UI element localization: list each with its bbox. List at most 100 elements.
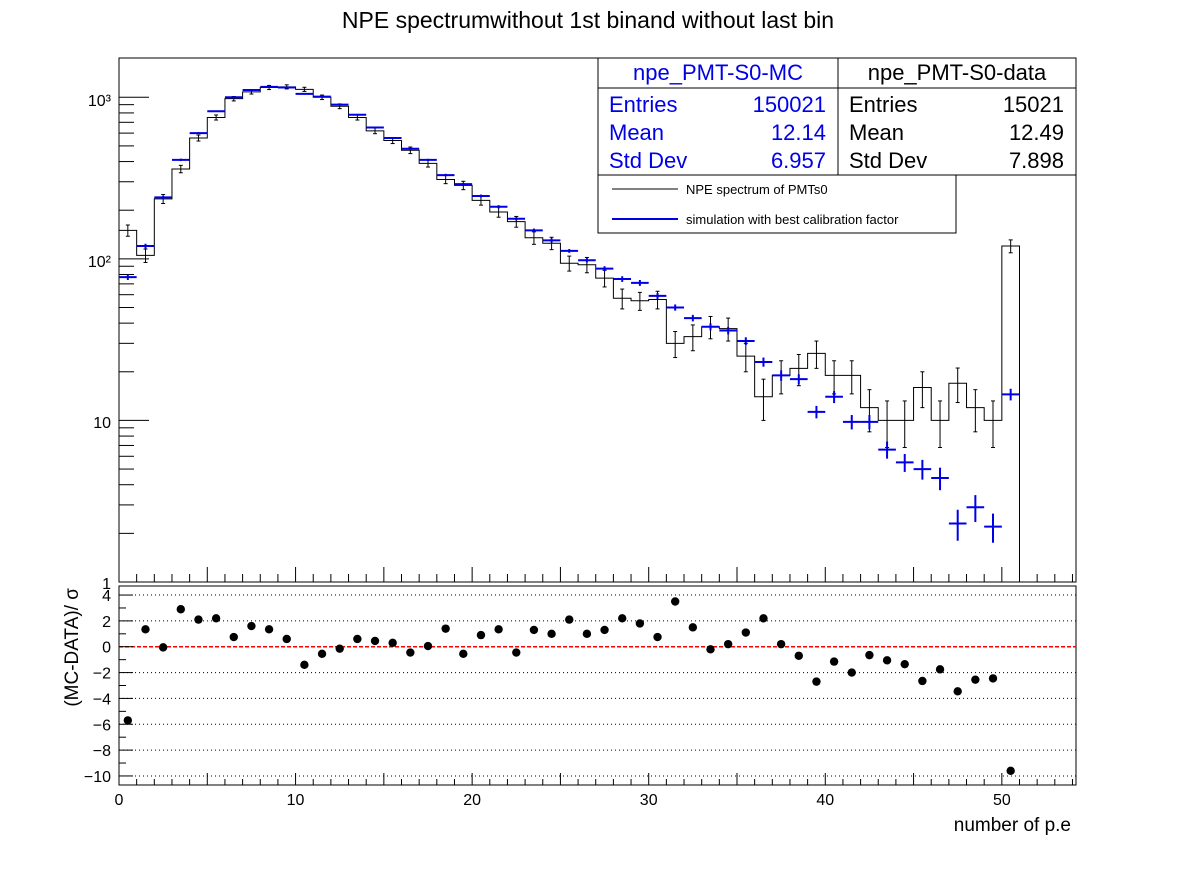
spectrum-y-tick-labels: 1 10 10² 10³ [88, 93, 112, 593]
stats-data-std-value: 7.898 [1009, 148, 1064, 173]
data-bin-errorbar [938, 400, 943, 448]
residual-point [229, 632, 238, 642]
stats-data-name: npe_PMT-S0-data [868, 60, 1047, 85]
residual-point [335, 644, 344, 653]
data-bin-errorbar [178, 164, 183, 174]
residual-point [918, 676, 927, 686]
mc-bin-marker [489, 205, 508, 209]
mc-bin-marker [754, 357, 773, 367]
residual-point [582, 629, 592, 639]
residual-point [988, 674, 998, 683]
y-tick-label-1000: 10³ [88, 93, 112, 110]
mc-bin-marker [825, 391, 843, 404]
y-tick-label-1: 1 [102, 576, 111, 593]
stats-mc-mean-value: 12.14 [771, 120, 826, 145]
mc-bin-marker [631, 279, 649, 286]
data-bin-errorbar [955, 367, 960, 404]
mc-bin-marker [913, 459, 932, 480]
data-bin-errorbar [143, 248, 148, 263]
residual-point [388, 638, 397, 648]
residual-point [476, 630, 486, 640]
mc-bin-marker [648, 292, 667, 299]
stats-mc-std-label: Std Dev [609, 148, 687, 173]
legend-label-mc: simulation with best calibration factor [686, 212, 899, 227]
mc-bin-marker [701, 323, 720, 331]
residual-y-tick-label: 4 [102, 588, 111, 605]
residual-y-tick-label: 0 [102, 640, 111, 657]
mc-bin-marker [895, 453, 914, 472]
residual-point [706, 645, 715, 654]
residual-point [459, 649, 468, 659]
residual-point [353, 634, 362, 644]
data-bin-errorbar [302, 86, 307, 92]
residual-plot-frame [118, 585, 1077, 786]
mc-bin-marker [736, 337, 755, 345]
legend-label-data: NPE spectrum of PMTs0 [686, 182, 828, 197]
mc-bin-marker [542, 238, 561, 243]
mc-bin-marker [666, 304, 685, 311]
mc-bin-marker [136, 243, 155, 249]
x-tick-label: 0 [115, 792, 124, 809]
residual-point [512, 648, 521, 657]
residual-point [653, 632, 662, 642]
residual-gridlines [119, 594, 1076, 777]
stats-box-mc-frame [597, 57, 839, 176]
mc-bin-marker [613, 276, 632, 282]
residual-y-tick-labels: 4 2 0 −2 −4 −6 −8 −10 [84, 588, 111, 786]
mc-bin-marker [860, 415, 879, 430]
stats-box-data-frame [837, 57, 1077, 176]
mc-bin-marker [560, 249, 579, 253]
residual-point [882, 656, 892, 665]
mc-bin-marker [207, 110, 225, 113]
mc-bin-marker [454, 182, 473, 186]
data-bin-errorbar [1008, 239, 1013, 254]
spectrum-pad: 1 10 10² 10³ [88, 57, 1077, 593]
mc-bin-marker [366, 126, 384, 129]
mc-bin-marker [719, 326, 737, 335]
stats-data-mean-label: Mean [849, 120, 904, 145]
mc-bin-marker [684, 314, 702, 322]
residual-point [317, 649, 327, 659]
residual-point [264, 625, 274, 634]
mc-bin-marker [189, 132, 208, 135]
residual-point [953, 687, 962, 696]
mc-bin-marker [154, 195, 172, 199]
data-bin-errorbar [125, 224, 130, 237]
mc-bin-marker [578, 258, 596, 263]
mc-bin-marker [260, 85, 278, 88]
residual-x-tick-labels: 0 10 20 30 40 50 [115, 792, 1011, 809]
residual-point [565, 615, 574, 624]
residual-point [247, 621, 256, 631]
mc-bin-marker [472, 194, 490, 198]
mc-bin-marker [119, 274, 137, 280]
residual-point [370, 636, 380, 646]
residual-point [829, 657, 839, 666]
residual-point [670, 597, 680, 606]
data-bin-errorbar [743, 342, 748, 373]
stats-data-mean-value: 12.49 [1009, 120, 1064, 145]
data-bin-errorbar [673, 331, 678, 359]
mc-bin-marker [931, 467, 949, 491]
mc-bin-marker [948, 509, 967, 541]
residual-point [971, 675, 980, 684]
data-bin-errorbar [637, 291, 642, 311]
data-bin-errorbar [567, 255, 572, 272]
x-tick-label: 40 [816, 792, 834, 809]
data-bin-errorbar [991, 400, 996, 448]
data-bin-errorbar [902, 400, 907, 448]
legend-frame [597, 174, 957, 234]
residual-point [211, 614, 221, 623]
data-bin-errorbar [196, 134, 201, 142]
residual-point [741, 628, 751, 637]
y-tick-label-100: 10² [88, 254, 112, 271]
stats-mc-mean-label: Mean [609, 120, 664, 145]
residual-point [441, 624, 450, 633]
residual-point [1006, 766, 1015, 775]
residual-point [423, 641, 433, 651]
mc-bin-marker [984, 513, 1002, 543]
data-bin-errorbar [461, 180, 466, 191]
stats-box-mc: npe_PMT-S0-MC Entries 150021 Mean 12.14 … [597, 57, 839, 176]
mc-bin-marker [401, 147, 420, 150]
stats-data-entries-value: 15021 [1003, 92, 1064, 117]
data-bin-errorbar [761, 378, 766, 421]
